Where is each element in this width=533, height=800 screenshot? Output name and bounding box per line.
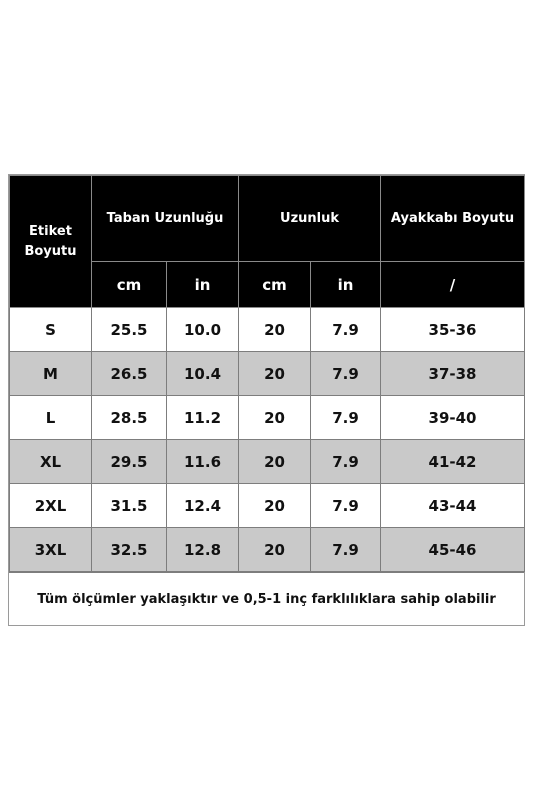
table-row: M 26.5 10.4 20 7.9 37-38 <box>9 351 526 396</box>
length-cm-cell: 20 <box>238 439 312 484</box>
sole-in-cell: 12.8 <box>165 527 240 572</box>
size-cell: XL <box>9 439 92 484</box>
table-row: XL 29.5 11.6 20 7.9 41-42 <box>9 439 526 484</box>
shoe-size-header: Ayakkabı Boyutu <box>380 175 526 262</box>
size-cell: M <box>9 351 92 396</box>
length-in-cell: 7.9 <box>310 307 382 352</box>
length-cm-cell: 20 <box>238 527 312 572</box>
size-cell: L <box>9 395 92 440</box>
size-cell: S <box>9 307 92 352</box>
size-table: Etiket Boyutu Taban Uzunluğu Uzunluk Aya… <box>9 175 526 572</box>
shoe-size-cell: 39-40 <box>380 395 526 440</box>
table-row: 3XL 32.5 12.8 20 7.9 45-46 <box>9 527 526 572</box>
unit-in: in <box>310 261 382 308</box>
unit-slash: / <box>380 261 526 308</box>
length-in-cell: 7.9 <box>310 483 382 528</box>
length-in-cell: 7.9 <box>310 439 382 484</box>
shoe-size-cell: 43-44 <box>380 483 526 528</box>
sole-in-cell: 10.0 <box>165 307 240 352</box>
size-cell: 3XL <box>9 527 92 572</box>
size-cell: 2XL <box>9 483 92 528</box>
length-in-cell: 7.9 <box>310 527 382 572</box>
unit-in: in <box>165 261 240 308</box>
table-row: S 25.5 10.0 20 7.9 35-36 <box>9 307 526 352</box>
sole-in-cell: 11.6 <box>165 439 240 484</box>
sole-cm-cell: 26.5 <box>91 351 167 396</box>
table-row: L 28.5 11.2 20 7.9 39-40 <box>9 395 526 440</box>
sole-in-cell: 12.4 <box>165 483 240 528</box>
header-row: Etiket Boyutu Taban Uzunluğu Uzunluk Aya… <box>9 175 526 308</box>
length-header: Uzunluk <box>238 175 382 262</box>
sole-length-header: Taban Uzunluğu <box>90 175 240 262</box>
sole-cm-cell: 32.5 <box>91 527 167 572</box>
shoe-size-cell: 45-46 <box>380 527 526 572</box>
size-chart: Etiket Boyutu Taban Uzunluğu Uzunluk Aya… <box>8 174 526 626</box>
length-in-cell: 7.9 <box>310 395 382 440</box>
label-size-header: Etiket Boyutu <box>9 175 92 308</box>
measurement-note: Tüm ölçümler yaklaşıktır ve 0,5-1 inç fa… <box>9 572 524 625</box>
unit-cm: cm <box>238 261 312 308</box>
unit-row: cm in cm in / <box>10 261 526 308</box>
length-cm-cell: 20 <box>238 483 312 528</box>
shoe-size-cell: 35-36 <box>380 307 526 352</box>
length-cm-cell: 20 <box>238 351 312 396</box>
length-cm-cell: 20 <box>238 395 312 440</box>
shoe-size-cell: 37-38 <box>380 351 526 396</box>
sole-cm-cell: 31.5 <box>91 483 167 528</box>
sole-cm-cell: 29.5 <box>91 439 167 484</box>
shoe-size-cell: 41-42 <box>380 439 526 484</box>
table-row: 2XL 31.5 12.4 20 7.9 43-44 <box>9 483 526 528</box>
sole-cm-cell: 25.5 <box>91 307 167 352</box>
sole-in-cell: 11.2 <box>165 395 240 440</box>
length-cm-cell: 20 <box>238 307 312 352</box>
unit-cm: cm <box>91 261 167 308</box>
sole-in-cell: 10.4 <box>165 351 240 396</box>
sole-cm-cell: 28.5 <box>91 395 167 440</box>
length-in-cell: 7.9 <box>310 351 382 396</box>
